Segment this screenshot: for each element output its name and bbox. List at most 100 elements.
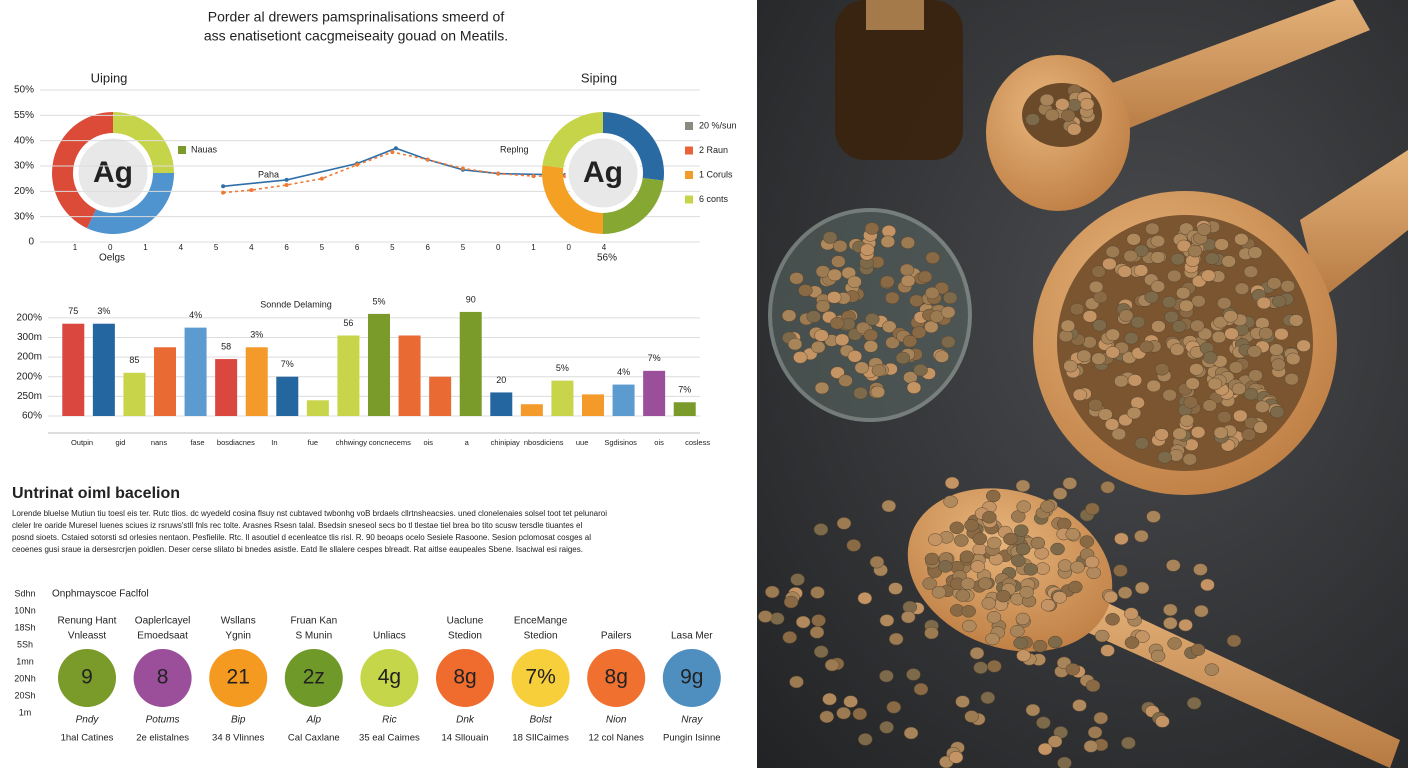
x-tick-label: 6 — [284, 243, 289, 252]
lentil — [864, 222, 880, 235]
bar — [520, 404, 543, 416]
lentil — [1178, 618, 1193, 632]
lentil — [1013, 636, 1028, 650]
lentil — [781, 309, 797, 322]
lentil — [1079, 535, 1095, 548]
lentil — [809, 626, 825, 639]
lentil — [869, 555, 885, 569]
fact-circle — [436, 649, 494, 707]
side-label: 10Nn — [14, 605, 36, 615]
fact-circle — [587, 649, 646, 707]
lentil — [787, 337, 803, 351]
fact-bottom-label: Bip — [231, 715, 246, 726]
side-label: 1mn — [16, 656, 34, 666]
pie-slice — [603, 178, 664, 234]
lentil — [1187, 244, 1203, 258]
line-point — [460, 166, 465, 171]
lentil — [1061, 109, 1076, 122]
fact-bottom-label: 12 col Nanes — [588, 733, 644, 744]
y-tick-label: 200% — [16, 371, 42, 382]
side-label: 1m — [19, 707, 32, 717]
lentil — [795, 615, 811, 629]
line-point — [425, 157, 430, 162]
lentil — [1150, 234, 1166, 248]
lentil — [1163, 617, 1178, 630]
lentil — [1166, 559, 1181, 572]
lentil — [1065, 527, 1080, 541]
bar — [154, 347, 176, 416]
lentil — [1088, 398, 1103, 412]
fact-circle — [360, 649, 419, 707]
legend-label: 6 conts — [699, 194, 729, 204]
y-tick-label: 0 — [28, 237, 34, 248]
lentil — [1247, 246, 1263, 259]
x-tick-label: 4 — [249, 243, 254, 252]
lentil — [913, 363, 928, 377]
lentil — [1069, 302, 1085, 316]
bar — [245, 347, 268, 416]
lentil — [1231, 382, 1247, 396]
lentil — [1102, 257, 1117, 271]
bar-label: 7% — [678, 385, 691, 395]
lentil — [1083, 740, 1099, 753]
lentil — [847, 350, 863, 363]
pie-slice — [113, 112, 174, 173]
lentil — [942, 291, 958, 305]
lentil — [1190, 426, 1206, 439]
lentil — [1094, 629, 1110, 643]
fact-bottom-label: Nray — [681, 715, 703, 726]
lentil — [903, 726, 919, 740]
lentil — [1088, 280, 1104, 294]
lentil — [1145, 222, 1160, 236]
bar — [215, 359, 238, 416]
fact-value: 2z — [303, 666, 325, 689]
lentil — [943, 495, 958, 508]
side-label: 20Nh — [14, 673, 36, 683]
lentil — [1190, 643, 1206, 656]
bar — [337, 335, 360, 416]
line-point — [221, 184, 226, 189]
legend-label: 1 Coruls — [699, 169, 733, 179]
lentil — [1072, 699, 1087, 712]
fact-top-label: Emoedsaat — [137, 631, 188, 642]
y-tick-label: 60% — [22, 411, 42, 422]
lentil — [1111, 427, 1127, 441]
x-tick-label: In — [271, 438, 277, 447]
lentil — [1057, 559, 1073, 572]
lentil — [1170, 252, 1186, 266]
lentil — [1253, 421, 1268, 434]
legend-swatch — [685, 146, 693, 155]
lentil — [1150, 280, 1166, 293]
lentil — [857, 591, 873, 605]
lentil — [1105, 328, 1121, 342]
y-tick-label: 300m — [17, 332, 42, 343]
fact-bottom-label: Pndy — [76, 715, 100, 726]
lentil — [836, 706, 851, 720]
fact-bottom-label: Cal Caxlane — [288, 733, 340, 744]
fact-circle — [284, 649, 343, 707]
lentil — [1247, 345, 1262, 358]
lentil — [1217, 410, 1232, 424]
lentil — [1087, 726, 1103, 739]
lentil — [882, 320, 897, 333]
lentil — [1200, 578, 1215, 592]
y-tick-label: 250m — [17, 391, 42, 402]
lentil — [1036, 716, 1051, 729]
lentil — [1248, 369, 1263, 382]
lentil — [853, 386, 868, 400]
fact-value: 4g — [378, 666, 401, 689]
bar-label: 5% — [556, 363, 569, 373]
lentil — [899, 263, 915, 277]
lentil — [879, 614, 895, 627]
bar — [276, 376, 299, 416]
lentil — [783, 595, 799, 609]
lentil — [1134, 437, 1150, 450]
x-tick-label: 0 — [496, 243, 501, 252]
line-point — [284, 183, 289, 187]
y-tick-label: 20% — [14, 186, 34, 197]
lentil — [964, 710, 979, 723]
lentil — [1100, 644, 1115, 657]
lentil — [863, 340, 879, 353]
lentil — [888, 582, 903, 595]
lentil — [1104, 418, 1120, 431]
